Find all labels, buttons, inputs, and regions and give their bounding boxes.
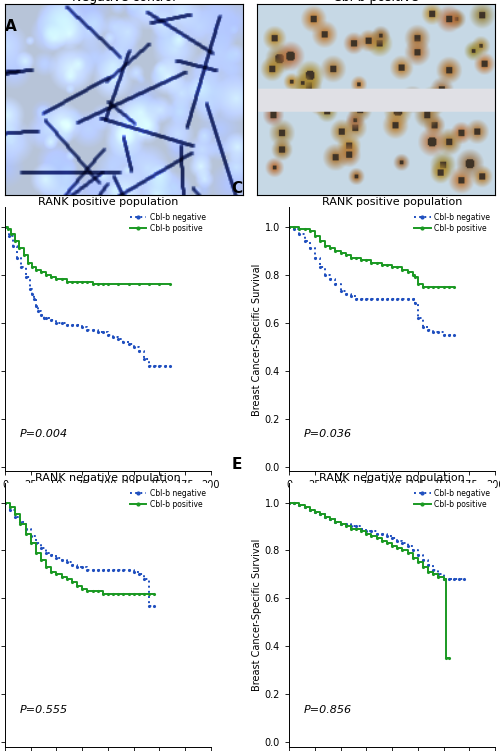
Y-axis label: Breast Cancer-Specific Survival: Breast Cancer-Specific Survival [252, 263, 262, 415]
Text: P=0.856: P=0.856 [304, 705, 352, 715]
X-axis label: Months: Months [90, 492, 126, 502]
Text: A: A [5, 19, 17, 34]
Legend: Cbl-b negative, Cbl-b positive: Cbl-b negative, Cbl-b positive [412, 211, 491, 234]
Text: P=0.555: P=0.555 [20, 705, 68, 715]
Title: RANK positive population: RANK positive population [38, 197, 178, 207]
Legend: Cbl-b negative, Cbl-b positive: Cbl-b negative, Cbl-b positive [412, 487, 491, 511]
Text: P=0.036: P=0.036 [304, 429, 352, 439]
Title: Negative control: Negative control [72, 0, 176, 4]
Title: Cbl-b positive: Cbl-b positive [334, 0, 419, 4]
Text: P=0.004: P=0.004 [20, 429, 68, 439]
Y-axis label: Breast Cancer-Specific Survival: Breast Cancer-Specific Survival [252, 539, 262, 692]
Legend: Cbl-b negative, Cbl-b positive: Cbl-b negative, Cbl-b positive [128, 487, 207, 511]
Text: E: E [232, 457, 242, 472]
Title: RANK negative population: RANK negative population [319, 472, 465, 483]
Text: C: C [232, 181, 242, 196]
Title: RANK positive population: RANK positive population [322, 197, 462, 207]
Title: RANK negative population: RANK negative population [35, 472, 181, 483]
X-axis label: Months: Months [374, 492, 410, 502]
Legend: Cbl-b negative, Cbl-b positive: Cbl-b negative, Cbl-b positive [128, 211, 207, 234]
